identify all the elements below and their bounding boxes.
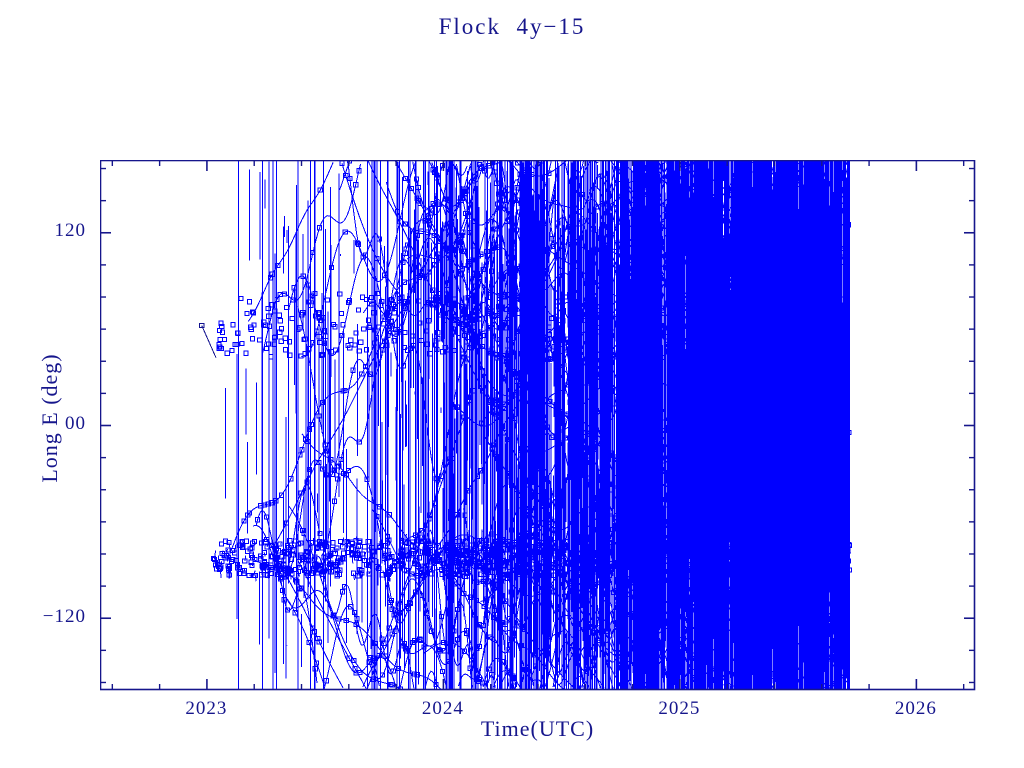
axis-frame-rect bbox=[100, 160, 976, 691]
axis-tick-marks bbox=[100, 160, 975, 690]
plot-data-layer bbox=[100, 160, 975, 690]
y-tick-label: −120 bbox=[42, 605, 86, 627]
x-tick-label: 2024 bbox=[421, 698, 464, 719]
longitude-point-markers bbox=[211, 160, 853, 690]
data-series-svg bbox=[199, 160, 853, 690]
longitude-track-series bbox=[199, 160, 853, 690]
y-tick-label: 120 bbox=[54, 220, 86, 242]
y-tick-label: 00 bbox=[65, 413, 86, 434]
y-axis-label: Long E (deg) bbox=[37, 353, 62, 483]
x-tick-label: 2026 bbox=[894, 698, 937, 719]
plot-title: Flock 4y−15 bbox=[438, 14, 586, 39]
x-tick-label: 2023 bbox=[185, 698, 228, 719]
x-axis-label: Time(UTC) bbox=[480, 716, 595, 741]
plot-axes-box bbox=[100, 160, 976, 691]
isolated-early-point bbox=[199, 322, 217, 358]
axis-frame-svg bbox=[100, 160, 976, 691]
x-tick-label: 2025 bbox=[658, 698, 701, 719]
